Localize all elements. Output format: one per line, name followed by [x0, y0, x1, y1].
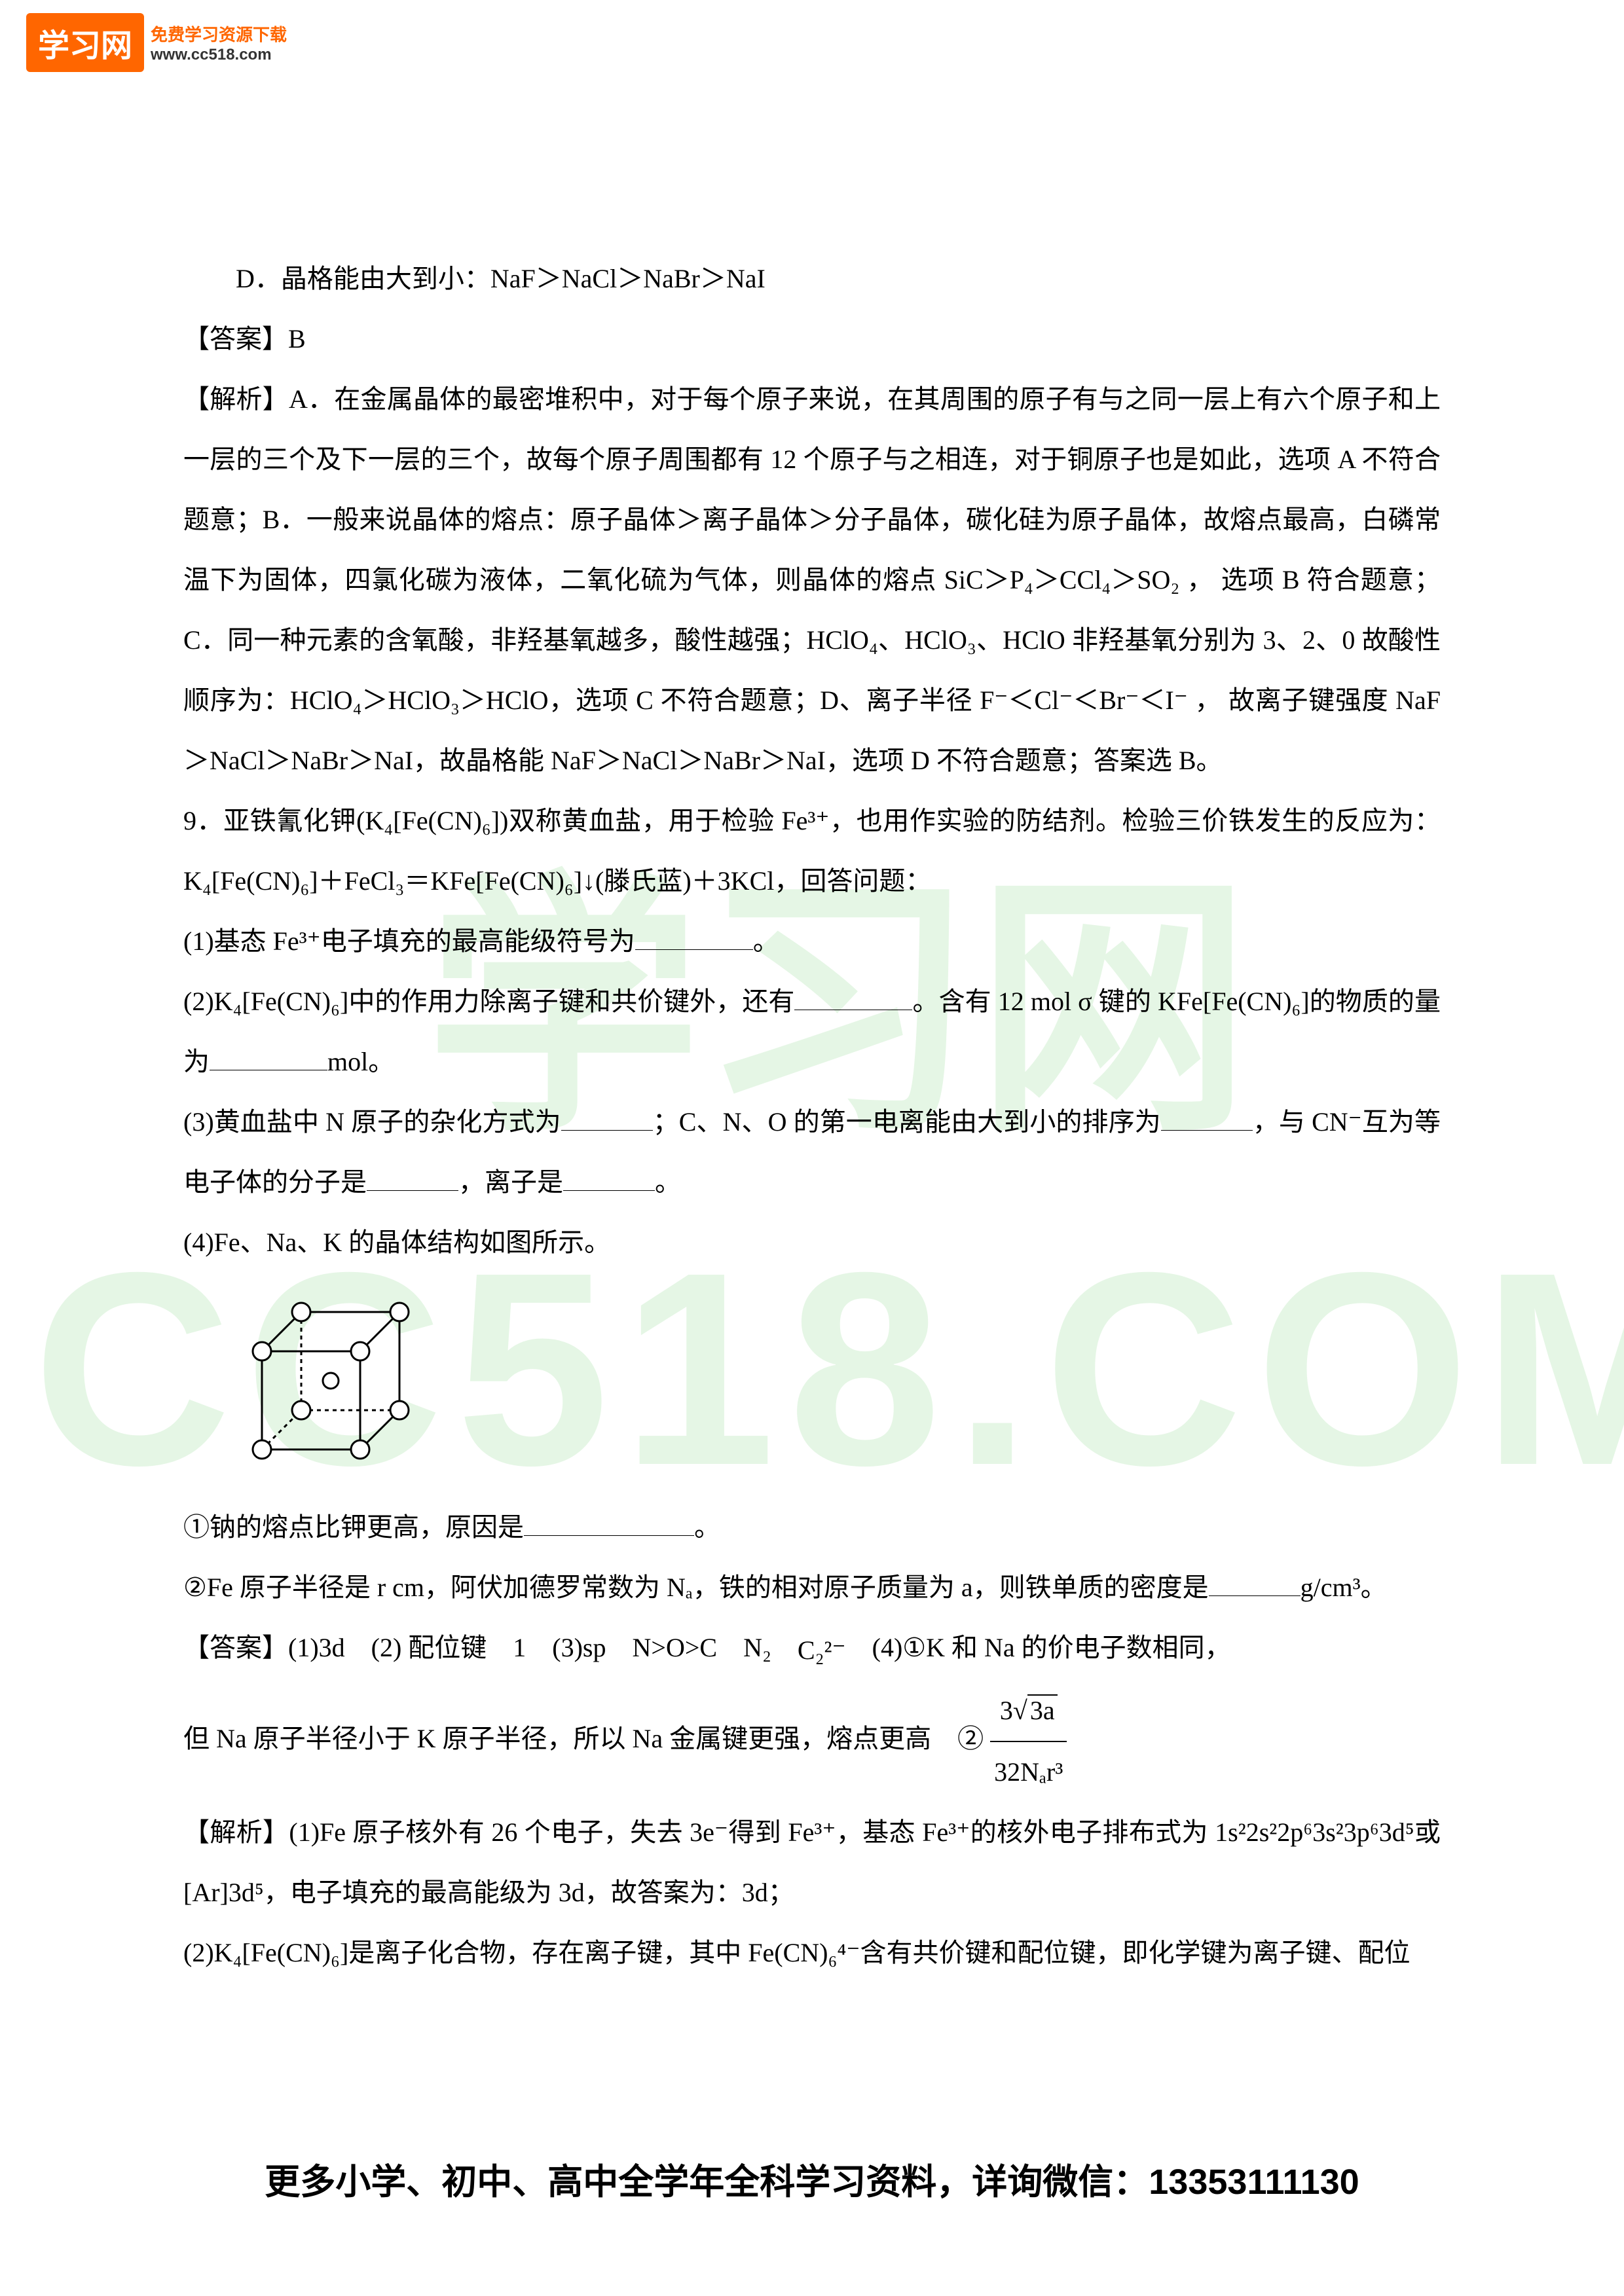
- footer-text: 更多小学、初中、高中全学年全科学习资料，详询微信：13353111130: [0, 2153, 1624, 2204]
- logo-url: www.cc518.com: [151, 46, 287, 64]
- logo-tagline: 免费学习资源下载: [151, 25, 287, 45]
- q9-1-text-a: (1)基态 Fe³⁺电子填充的最高能级符号为: [183, 926, 635, 956]
- logo-box: 学习网: [26, 13, 144, 72]
- question-9-4: (4)Fe、Na、K 的晶体结构如图所示。: [183, 1212, 1441, 1273]
- question-9-2: (2)K₄[Fe(CN)₆]中的作用力除离子键和共价键外，还有。含有 12 mo…: [183, 972, 1441, 1092]
- document-content: D．晶格能由大到小：NaF＞NaCl＞NaBr＞NaI 【答案】B 【解析】A．…: [183, 249, 1441, 1983]
- q9-3-text-d: ，离子是: [458, 1167, 563, 1197]
- q9-4-2-text-b: g/cm³。: [1301, 1573, 1387, 1602]
- blank-field: [635, 924, 753, 950]
- ans-3c: N₂: [743, 1633, 771, 1662]
- logo-subtitle: 免费学习资源下载 www.cc518.com: [151, 22, 287, 64]
- question-9-1: (1)基态 Fe³⁺电子填充的最高能级符号为 。: [183, 911, 1441, 972]
- question-9-4-2: ②Fe 原子半径是 r cm，阿伏加德罗常数为 Nₐ，铁的相对原子质量为 a，则…: [183, 1558, 1441, 1618]
- ans-3b: N>O>C: [633, 1633, 718, 1662]
- density-formula: 3√3a 32Nₐr³: [990, 1681, 1067, 1802]
- ans-4c-label: ②: [957, 1724, 984, 1753]
- blank-field: [1161, 1104, 1253, 1131]
- question-9-3: (3)黄血盐中 N 原子的杂化方式为 ；C、N、O 的第一电离能由大到小的排序为 ，…: [183, 1092, 1441, 1212]
- ans-3d: C₂²⁻: [798, 1620, 846, 1681]
- blank-field: [367, 1165, 458, 1191]
- site-logo: 学习网 免费学习资源下载 www.cc518.com: [26, 13, 287, 72]
- blank-field: [794, 984, 912, 1010]
- q9-2-text-c: mol。: [327, 1047, 394, 1076]
- answer-label: 【答案】B: [183, 309, 1441, 369]
- blank-field: [524, 1510, 694, 1536]
- q9-1-text-b: 。: [753, 926, 779, 956]
- question-9-4-1: ①钠的熔点比钾更高，原因是 。: [183, 1497, 1441, 1558]
- question-9-intro: 9．亚铁氰化钾(K₄[Fe(CN)₆])双称黄血盐，用于检验 Fe³⁺，也用作实…: [183, 791, 1441, 911]
- formula-num-sqrt: 3a: [1027, 1694, 1058, 1725]
- formula-num-coef: 3: [1000, 1696, 1013, 1725]
- option-d: D．晶格能由大到小：NaF＞NaCl＞NaBr＞NaI: [183, 249, 1441, 309]
- blank-field: [210, 1044, 327, 1070]
- ans-4a: (4)①K 和 Na 的价电子数相同，: [872, 1633, 1231, 1662]
- ans-1: (1)3d: [288, 1633, 345, 1662]
- ans-3a: (3)sp: [552, 1633, 606, 1662]
- analysis-2-1: 【解析】(1)Fe 原子核外有 26 个电子，失去 3e⁻得到 Fe³⁺，基态 …: [183, 1802, 1441, 1923]
- blank-field: [561, 1104, 653, 1131]
- q9-3-text-b: ；C、N、O 的第一电离能由大到小的排序为: [653, 1107, 1161, 1137]
- blank-field: [563, 1165, 655, 1191]
- formula-den: 32Nₐr³: [990, 1742, 1067, 1802]
- analysis-2-2: (2)K₄[Fe(CN)₆]是离子化合物，存在离子键，其中 Fe(CN)₆⁴⁻含…: [183, 1923, 1441, 1983]
- q9-4-1-text-b: 。: [694, 1512, 720, 1542]
- ans-2b: 1: [513, 1633, 526, 1662]
- q9-4-1-text-a: ①钠的熔点比钾更高，原因是: [183, 1512, 524, 1542]
- q9-3-text-e: 。: [655, 1167, 681, 1197]
- q9-3-text-a: (3)黄血盐中 N 原子的杂化方式为: [183, 1107, 561, 1137]
- answer-4b-row: 但 Na 原子半径小于 K 原子半径，所以 Na 金属键更强，熔点更高 ② 3√…: [183, 1681, 1441, 1802]
- analysis-text: 【解析】A．在金属晶体的最密堆积中，对于每个原子来说，在其周围的原子有与之同一层…: [183, 369, 1441, 791]
- answer-label-2: 【答案】: [183, 1633, 288, 1662]
- ans-4b: 但 Na 原子半径小于 K 原子半径，所以 Na 金属键更强，熔点更高: [183, 1724, 931, 1753]
- crystal-structure-diagram: [236, 1286, 1441, 1491]
- q9-2-text-a: (2)K₄[Fe(CN)₆]中的作用力除离子键和共价键外，还有: [183, 987, 794, 1016]
- blank-field: [1209, 1570, 1301, 1596]
- q9-4-2-text-a: ②Fe 原子半径是 r cm，阿伏加德罗常数为 Nₐ，铁的相对原子质量为 a，则…: [183, 1573, 1209, 1602]
- ans-2a: (2) 配位键: [371, 1633, 487, 1662]
- answer-row: 【答案】(1)3d (2) 配位键 1 (3)sp N>O>C N₂ C₂²⁻ …: [183, 1618, 1441, 1681]
